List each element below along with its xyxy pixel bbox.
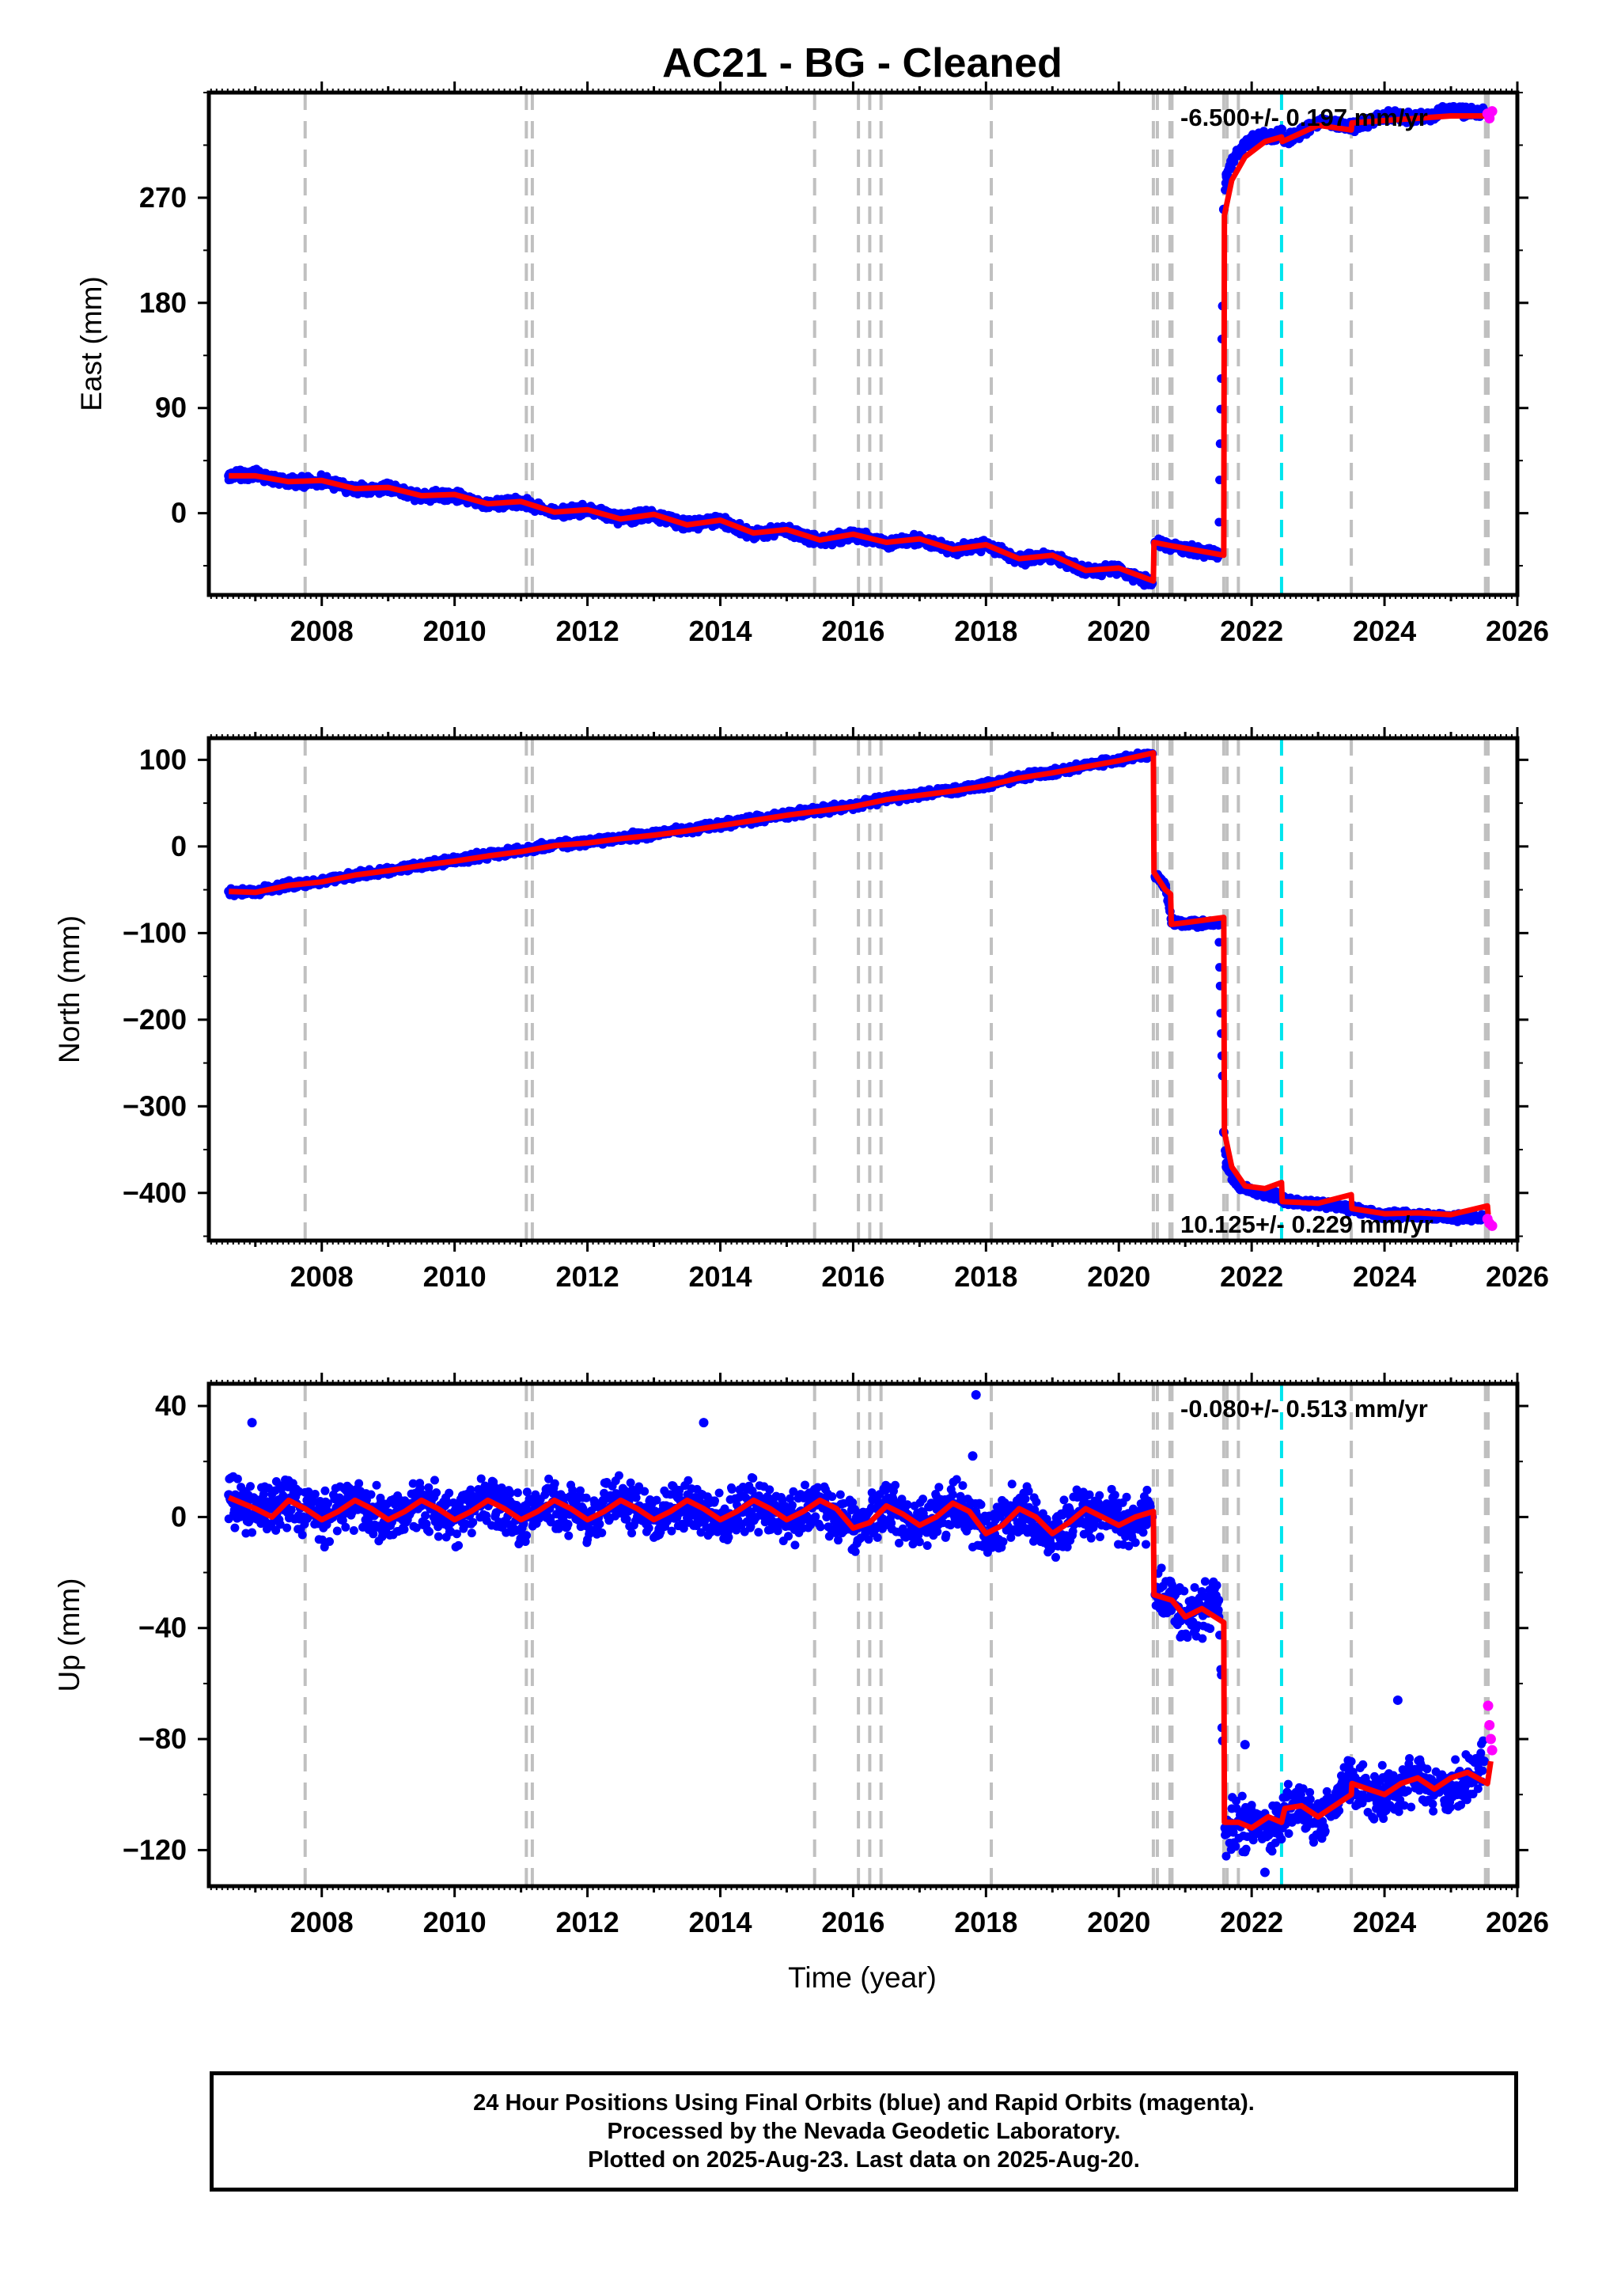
x-tick-label: 2026	[1486, 615, 1549, 647]
y-tick-label: 270	[139, 181, 187, 214]
plot-frame	[206, 90, 1520, 597]
model-line	[229, 113, 1491, 584]
data-point	[1221, 169, 1232, 180]
plot-area-east	[224, 101, 1498, 590]
final-orbit-cloud	[224, 101, 1488, 590]
y-axis-label-east: East (mm)	[75, 276, 108, 411]
rapid-orbit-point	[1486, 106, 1498, 117]
y-tick-label: 90	[155, 392, 187, 424]
plot-area-north	[224, 748, 1498, 1231]
data-point	[1233, 146, 1244, 156]
x-tick-label: 2024	[1353, 615, 1416, 647]
x-tick-label: 2016	[821, 615, 884, 647]
panel-east: 2008 2010 2012 2014 2016 2018 2020 2022 2024 2026…	[75, 81, 1549, 647]
x-axis: 2008 2010 2012 2014 2016 2018 2020 2022 2024 2026	[210, 81, 1549, 647]
data-point	[1247, 135, 1257, 145]
data-point	[1446, 105, 1456, 116]
chart-title: AC21 - BG - Cleaned	[662, 40, 1062, 86]
rate-label-east: -6.500+/- 0.197 mm/yr	[1180, 104, 1428, 131]
panel-north: 2008 2010 2012 2014 2016 2018 2020 2022 2024 2026…	[53, 727, 1549, 1293]
x-tick-label: 2018	[954, 615, 1017, 647]
final-orbit-cloud	[224, 748, 1488, 1226]
y-axis: 0 90 180 270	[139, 92, 1528, 567]
x-tick-label: 2008	[290, 615, 354, 647]
x-tick-label: 2010	[423, 615, 487, 647]
x-tick-label: 2012	[556, 615, 619, 647]
x-tick-label: 2014	[688, 615, 752, 647]
y-tick-label: 180	[139, 286, 187, 319]
y-tick-label: 0	[171, 497, 187, 529]
x-tick-label: 2022	[1220, 615, 1283, 647]
x-tick-label: 2020	[1087, 615, 1150, 647]
